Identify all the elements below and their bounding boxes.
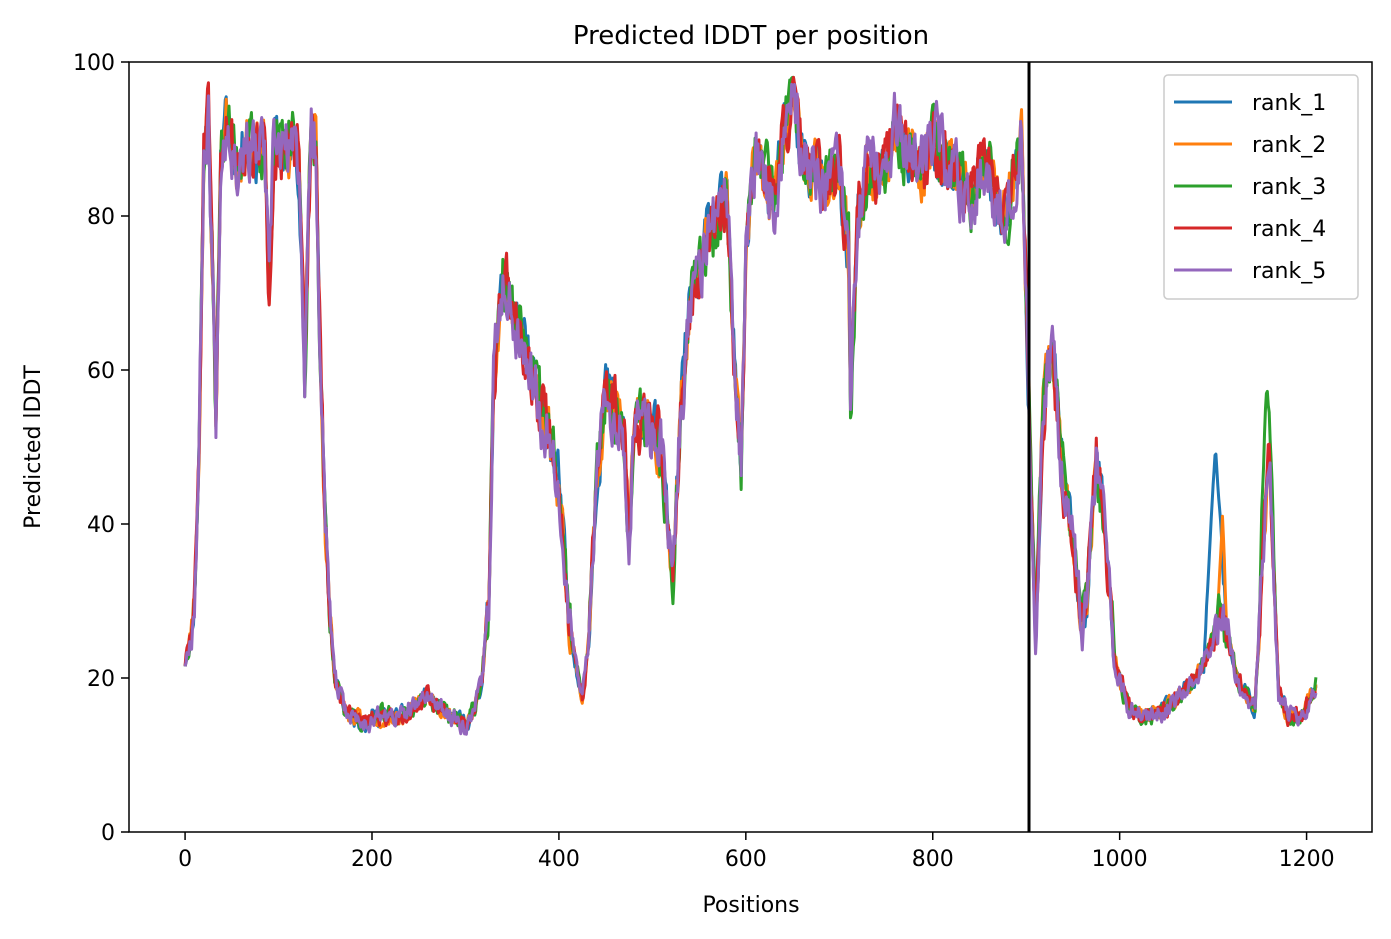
x-tick-label: 1000 (1092, 847, 1148, 872)
y-tick-label: 80 (87, 205, 115, 230)
x-axis: 0 200 400 600 800 1000 1200 (178, 832, 1335, 872)
y-tick-label: 40 (87, 513, 115, 538)
x-tick-label: 400 (538, 847, 580, 872)
x-tick-label: 1200 (1279, 847, 1335, 872)
x-tick-label: 600 (725, 847, 767, 872)
plot-frame (128, 61, 1373, 833)
y-tick-label: 100 (73, 51, 115, 76)
chart-title: Predicted lDDT per position (573, 21, 929, 51)
y-tick-label: 20 (87, 667, 115, 692)
series-lines (183, 75, 1318, 736)
y-axis-label: Predicted lDDT (21, 365, 46, 529)
legend-label: rank_4 (1252, 217, 1326, 242)
y-axis: 0 20 40 60 80 100 (73, 51, 129, 846)
x-tick-label: 800 (912, 847, 954, 872)
x-axis-label: Positions (702, 893, 799, 918)
y-tick-label: 60 (87, 359, 115, 384)
legend-label: rank_5 (1252, 259, 1326, 284)
legend-box (1163, 74, 1359, 300)
legend-label: rank_2 (1252, 133, 1326, 158)
series-line-rank-5 (183, 82, 1318, 736)
legend: rank_1 rank_2 rank_3 rank_4 rank_5 (1163, 74, 1359, 300)
legend-label: rank_1 (1252, 91, 1326, 116)
y-tick-label: 0 (101, 821, 115, 846)
x-tick-label: 200 (351, 847, 393, 872)
legend-label: rank_3 (1252, 175, 1326, 200)
x-tick-label: 0 (178, 847, 192, 872)
plot-area (128, 61, 1373, 833)
